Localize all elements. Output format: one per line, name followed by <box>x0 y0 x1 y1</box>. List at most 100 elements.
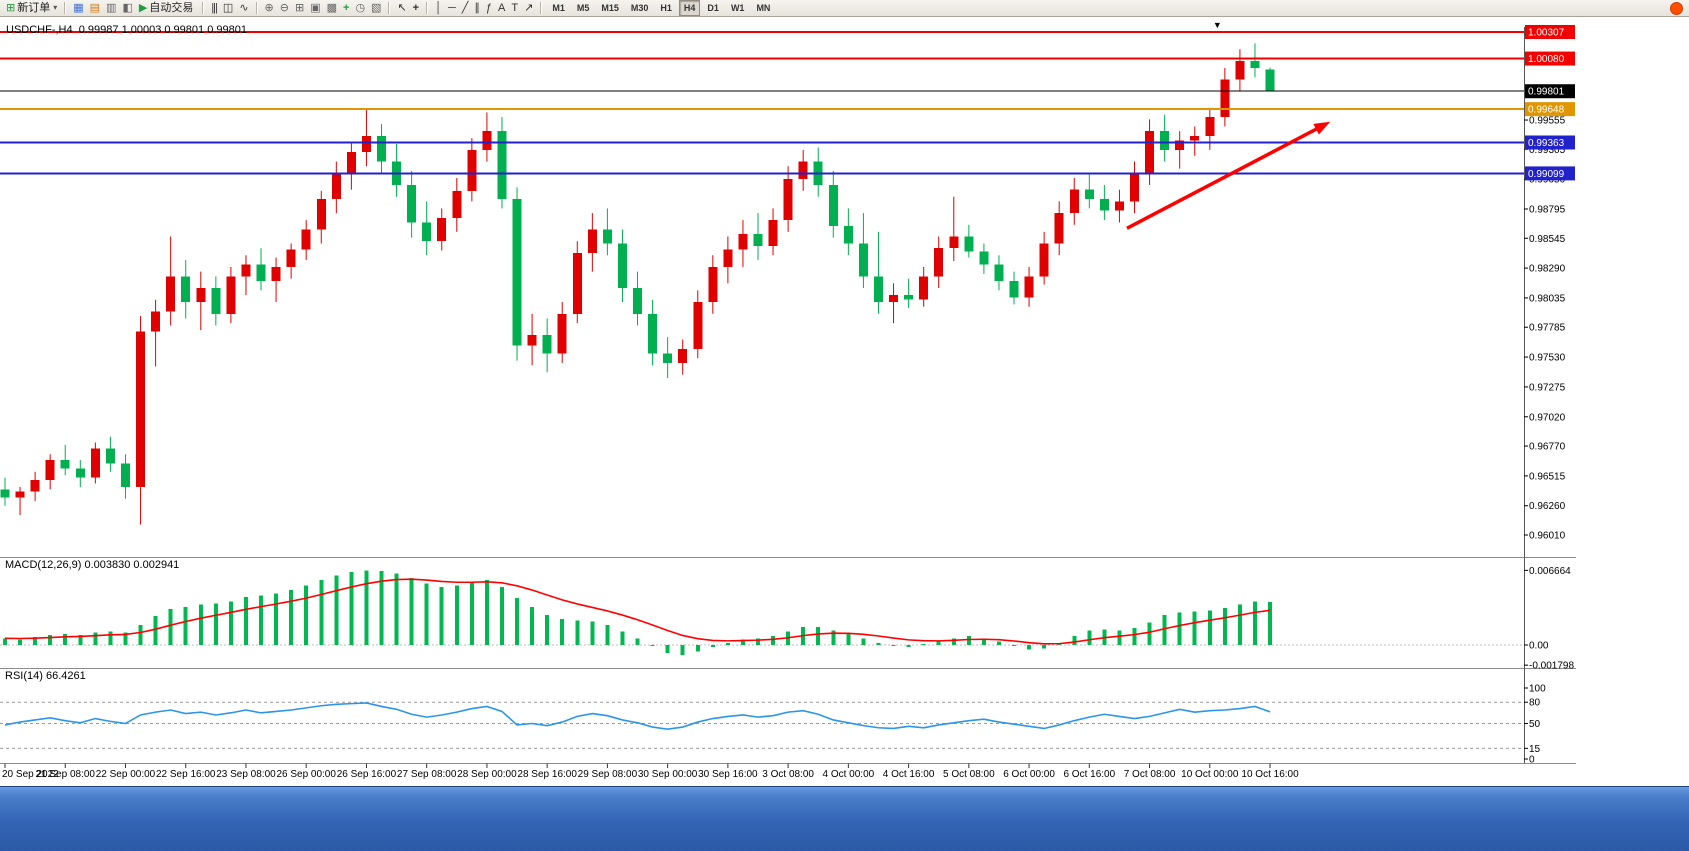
time-label: 3 Oct 08:00 <box>762 769 814 780</box>
new-order-button[interactable]: ⊞ 新订单 ▾ <box>4 1 59 15</box>
svg-text:0.96515: 0.96515 <box>1529 471 1566 482</box>
svg-text:0: 0 <box>1529 755 1535 766</box>
time-label: 7 Oct 08:00 <box>1124 769 1176 780</box>
time-label: 10 Oct 16:00 <box>1241 769 1299 780</box>
new-order-label: 新订单 <box>17 2 51 14</box>
svg-text:0.99099: 0.99099 <box>1528 169 1565 180</box>
market-watch-icon[interactable]: ▤ <box>89 2 101 14</box>
chart-window: 0.995550.993050.990500.987950.985450.982… <box>0 17 1689 786</box>
timeframe-m30-button[interactable]: M30 <box>630 3 649 13</box>
cursor-icon[interactable]: ↖ <box>397 2 407 14</box>
vertical-line-tool-icon[interactable]: │ <box>435 2 442 14</box>
timeframe-d1-button[interactable]: D1 <box>707 3 719 13</box>
autotrade-button[interactable]: ▶ 自动交易 <box>137 1 197 15</box>
timeframe-w1-button[interactable]: W1 <box>730 3 745 13</box>
time-label: 29 Sep 08:00 <box>578 769 638 780</box>
cascade-windows-icon[interactable]: ▩ <box>326 2 337 14</box>
indicators-add-icon[interactable]: + <box>343 2 350 14</box>
price-badges: 1.00307 1.00080 0.99801 0.99648 0.99363 0.990… <box>1525 25 1575 181</box>
autotrade-label: 自动交易 <box>149 2 194 14</box>
svg-text:0.97785: 0.97785 <box>1529 323 1566 334</box>
zoom-out-icon[interactable]: ⊖ <box>279 2 289 14</box>
panel-separators <box>0 27 1576 764</box>
time-label: 30 Sep 16:00 <box>698 769 758 780</box>
rsi-panel: 100 80 50 150 <box>0 684 1546 766</box>
toolbar-separator <box>388 2 391 14</box>
toolbar-separator <box>64 2 67 14</box>
fibonacci-tool-icon[interactable]: ƒ <box>485 2 493 14</box>
price-chart-canvas[interactable]: 0.995550.993050.990500.987950.985450.982… <box>0 17 1689 786</box>
time-label: 6 Oct 00:00 <box>1003 769 1055 780</box>
time-label: 4 Oct 00:00 <box>823 769 875 780</box>
autotrade-play-icon: ▶ <box>138 2 148 14</box>
toolbar-separator <box>540 2 543 14</box>
timeframe-m15-button[interactable]: M15 <box>601 3 619 13</box>
svg-text:100: 100 <box>1529 684 1546 695</box>
svg-text:0.99555: 0.99555 <box>1529 116 1566 127</box>
time-label: 28 Sep 16:00 <box>517 769 577 780</box>
horizontal-line-tool-icon[interactable]: ─ <box>447 2 456 14</box>
new-order-icon: ⊞ <box>6 2 16 14</box>
timeframe-h1-button[interactable]: H1 <box>660 3 672 13</box>
time-label: 26 Sep 00:00 <box>276 769 336 780</box>
svg-text:0.99801: 0.99801 <box>1528 87 1565 98</box>
toolbar-separator <box>255 2 258 14</box>
svg-text:0.98795: 0.98795 <box>1529 204 1566 215</box>
candlestick-chart-icon[interactable]: ◫ <box>222 2 234 14</box>
svg-text:0.98035: 0.98035 <box>1529 293 1566 304</box>
toolbar-separator <box>202 2 205 14</box>
svg-text:50: 50 <box>1529 719 1541 730</box>
notification-badge[interactable] <box>1670 1 1683 15</box>
charts-window-icon[interactable]: ▦ <box>73 2 84 14</box>
arrows-tool-icon[interactable]: ↗ <box>524 2 534 14</box>
periods-clock-icon[interactable]: ◷ <box>355 2 366 14</box>
timeframe-m1-button[interactable]: M1 <box>552 3 565 13</box>
svg-text:▼: ▼ <box>1213 20 1222 30</box>
time-label: 27 Sep 08:00 <box>397 769 457 780</box>
timeframe-h4-button[interactable]: H4 <box>678 0 701 16</box>
svg-text:0.97020: 0.97020 <box>1529 412 1566 423</box>
data-window-icon[interactable]: ▥ <box>106 2 117 14</box>
chart-object-marker: ▼ <box>1213 20 1222 30</box>
channel-tool-icon[interactable]: ∥ <box>474 2 480 14</box>
toolbar-right-group <box>1667 1 1686 15</box>
crosshair-icon[interactable]: + <box>412 2 420 14</box>
zoom-in-icon[interactable]: ⊕ <box>264 2 274 14</box>
bar-chart-icon[interactable]: ||| <box>211 2 218 14</box>
svg-text:0.96260: 0.96260 <box>1529 501 1566 512</box>
text-tool-icon[interactable]: A <box>498 2 506 14</box>
trend-arrow[interactable] <box>1126 121 1331 230</box>
toolbar-separator <box>426 2 429 14</box>
time-label: 4 Oct 16:00 <box>883 769 935 780</box>
svg-text:0.96770: 0.96770 <box>1529 442 1566 453</box>
svg-text:0.96010: 0.96010 <box>1529 531 1566 542</box>
svg-text:0.98290: 0.98290 <box>1529 264 1566 275</box>
time-label: 22 Sep 00:00 <box>96 769 156 780</box>
grid-icon[interactable]: ⊞ <box>294 2 305 14</box>
timeframe-m5-button[interactable]: M5 <box>576 3 590 13</box>
svg-text:0.99305: 0.99305 <box>1529 145 1566 156</box>
tile-windows-icon[interactable]: ▣ <box>310 2 321 14</box>
svg-text:0.97530: 0.97530 <box>1529 353 1566 364</box>
time-label: 5 Oct 08:00 <box>943 769 995 780</box>
svg-text:0.99363: 0.99363 <box>1528 138 1565 149</box>
navigator-icon[interactable]: ◧ <box>122 2 133 14</box>
text-label-tool-icon[interactable]: T <box>511 2 519 14</box>
timeframe-mn-button[interactable]: MN <box>756 3 771 13</box>
svg-text:0.98545: 0.98545 <box>1529 234 1566 245</box>
chevron-down-icon: ▾ <box>53 3 58 12</box>
templates-icon[interactable]: ▧ <box>371 2 382 14</box>
time-label: 21 Sep 08:00 <box>35 769 95 780</box>
horizontal-levels[interactable] <box>0 31 1524 175</box>
time-label: 28 Sep 00:00 <box>457 769 517 780</box>
svg-text:0.99648: 0.99648 <box>1528 105 1565 116</box>
svg-text:80: 80 <box>1529 698 1541 709</box>
candles-layer[interactable] <box>0 43 1275 525</box>
line-chart-icon[interactable]: ∿ <box>239 2 249 14</box>
time-label: 6 Oct 16:00 <box>1063 769 1115 780</box>
time-label: 20 Sep 2022 <box>2 769 59 780</box>
svg-text:15: 15 <box>1529 744 1541 755</box>
time-label: 10 Oct 00:00 <box>1181 769 1239 780</box>
trendline-tool-icon[interactable]: ╱ <box>461 2 469 14</box>
